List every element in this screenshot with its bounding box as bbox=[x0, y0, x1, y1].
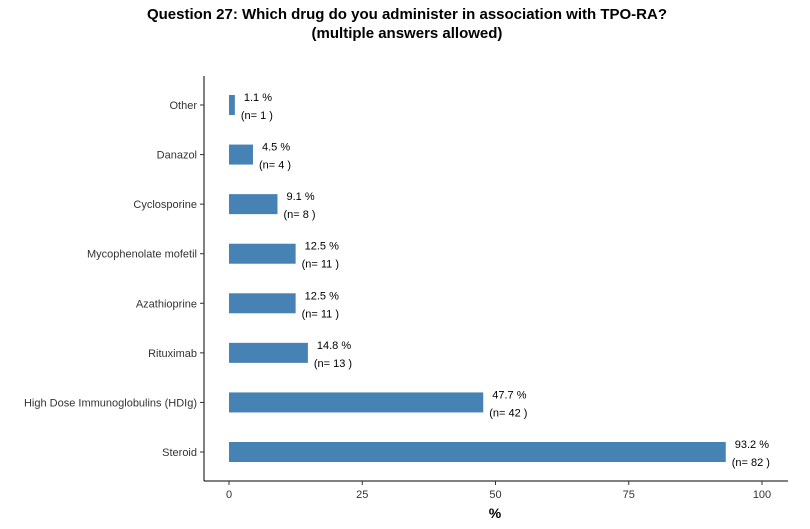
x-tick-label: 25 bbox=[356, 489, 368, 501]
data-label-percent: 1.1 % bbox=[244, 92, 272, 104]
data-label-count: (n= 11 ) bbox=[302, 308, 339, 320]
category-label: High Dose Immunoglobulins (HDIg) bbox=[24, 397, 197, 409]
data-label-percent: 12.5 % bbox=[305, 290, 339, 302]
bar bbox=[229, 342, 308, 363]
category-label: Mycophenolate mofetil bbox=[87, 249, 197, 261]
x-tick-label: 100 bbox=[753, 489, 771, 501]
data-label-count: (n= 4 ) bbox=[259, 160, 291, 172]
category-label: Danazol bbox=[157, 150, 197, 162]
bar bbox=[229, 442, 726, 462]
bar bbox=[229, 293, 296, 314]
bar bbox=[229, 194, 278, 215]
chart-subtitle: (multiple answers allowed) bbox=[311, 25, 503, 42]
x-tick-label: 50 bbox=[489, 489, 501, 501]
bar bbox=[229, 392, 484, 413]
category-label: Azathioprine bbox=[136, 298, 197, 310]
data-label-count: (n= 13 ) bbox=[314, 358, 352, 370]
chart-title: Question 27: Which drug do you administe… bbox=[146, 6, 668, 23]
data-label-percent: 9.1 % bbox=[287, 191, 315, 203]
x-axis-title: % bbox=[489, 505, 502, 521]
data-label-percent: 12.5 % bbox=[305, 241, 339, 253]
category-label: Other bbox=[169, 100, 197, 112]
bar bbox=[229, 243, 296, 264]
data-label-count: (n= 11 ) bbox=[302, 259, 339, 271]
data-label-percent: 47.7 % bbox=[492, 389, 526, 401]
bar bbox=[229, 95, 235, 115]
category-label: Rituximab bbox=[148, 348, 197, 360]
category-label: Cyclosporine bbox=[133, 199, 197, 211]
category-label: Steroid bbox=[162, 447, 197, 459]
data-label-count: (n= 42 ) bbox=[489, 407, 527, 419]
x-tick-label: 0 bbox=[226, 489, 232, 501]
data-label-percent: 93.2 % bbox=[735, 439, 769, 451]
x-tick-label: 75 bbox=[623, 489, 635, 501]
data-label-percent: 14.8 % bbox=[317, 340, 351, 352]
data-label-count: (n= 1 ) bbox=[241, 110, 273, 122]
bar bbox=[229, 144, 253, 165]
data-label-percent: 4.5 % bbox=[262, 142, 290, 154]
data-label-count: (n= 8 ) bbox=[284, 209, 316, 221]
data-label-count: (n= 82 ) bbox=[732, 457, 770, 469]
